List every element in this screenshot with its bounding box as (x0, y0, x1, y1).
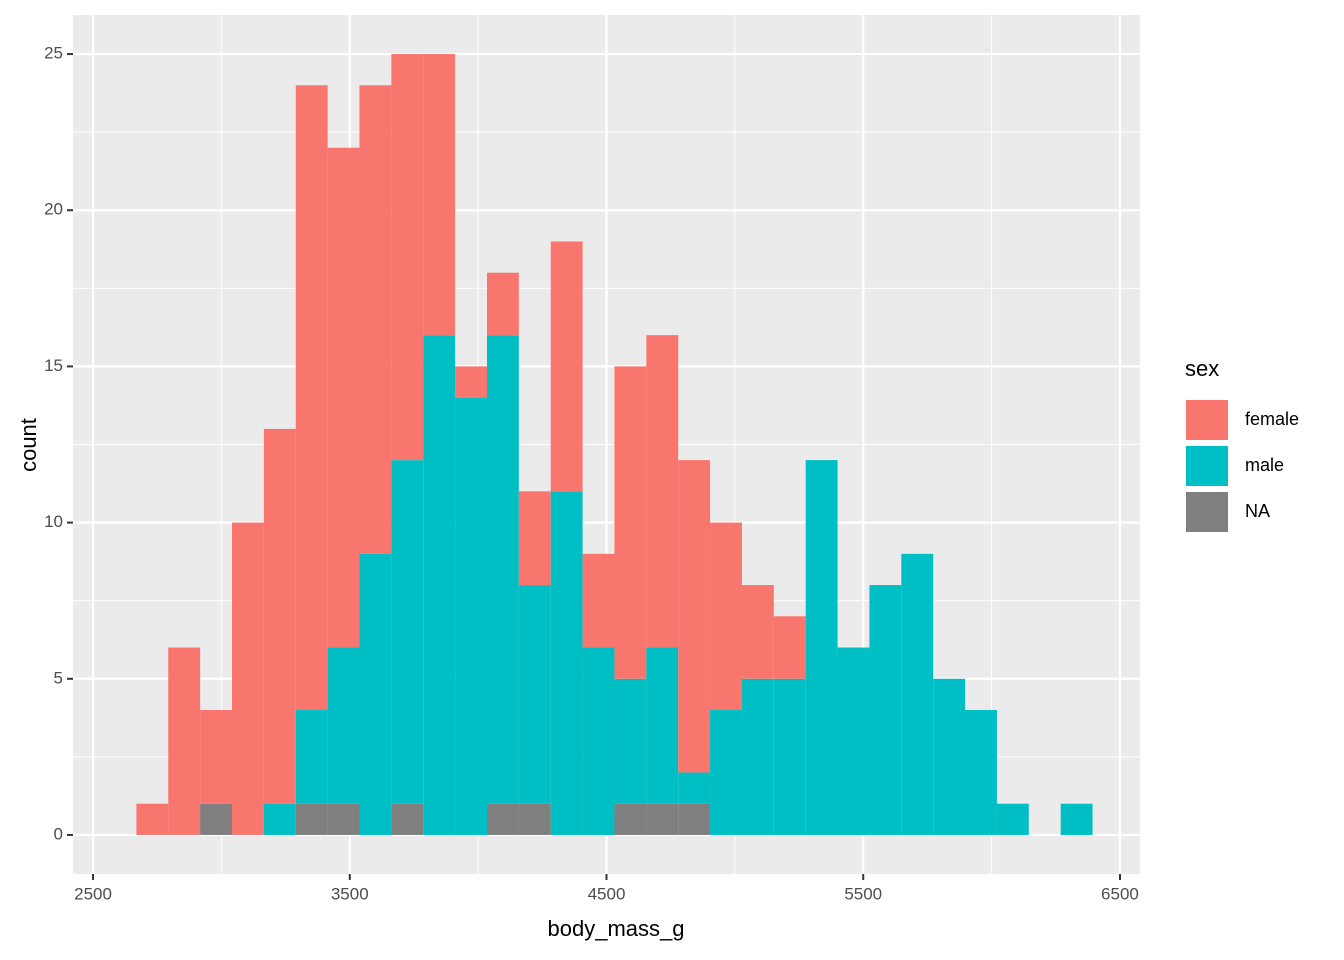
bar (550, 241, 583, 492)
bar (359, 85, 392, 554)
bar (327, 803, 360, 835)
bar (965, 710, 997, 835)
bar (359, 553, 392, 835)
bar (550, 491, 583, 835)
legend-key (1186, 492, 1228, 532)
x-tick-label: 2500 (74, 884, 112, 903)
bar (295, 710, 328, 804)
x-tick-label: 4500 (588, 884, 626, 903)
bar (996, 803, 1029, 835)
bar (263, 803, 296, 835)
bar (614, 803, 647, 835)
bar (710, 522, 742, 711)
bar (678, 460, 711, 773)
legend-key (1186, 400, 1228, 440)
y-tick-label: 15 (44, 356, 63, 375)
bar (455, 366, 487, 398)
bar (518, 803, 551, 835)
bar (455, 397, 487, 835)
bar (869, 585, 902, 835)
x-tick-label: 6500 (1101, 884, 1139, 903)
bar (391, 803, 424, 835)
bar (295, 85, 328, 711)
bar (678, 803, 711, 835)
y-tick-label: 0 (54, 824, 63, 843)
bar (741, 585, 774, 679)
bar (710, 710, 742, 835)
bar (805, 460, 838, 835)
y-tick-label: 5 (54, 668, 63, 687)
bar (1060, 803, 1093, 835)
legend-label: male (1245, 455, 1284, 475)
bar (582, 553, 615, 648)
bar (391, 54, 424, 461)
legend-key (1186, 446, 1228, 486)
bar (646, 335, 679, 648)
x-axis-label: body_mass_g (548, 916, 685, 941)
bar (933, 678, 966, 835)
bar (327, 647, 360, 804)
bar (486, 272, 519, 336)
bar (486, 803, 519, 835)
bar (678, 772, 711, 804)
bar (614, 678, 647, 804)
x-tick-label: 5500 (844, 884, 882, 903)
x-tick-label: 3500 (331, 884, 369, 903)
bar (423, 54, 456, 336)
bar (423, 335, 456, 835)
bar (295, 803, 328, 835)
y-tick-label: 10 (44, 512, 63, 531)
bar (391, 460, 424, 804)
y-axis-label: count (16, 418, 41, 472)
bar (168, 647, 201, 835)
bar (518, 585, 551, 804)
bar (646, 647, 679, 804)
bar (263, 428, 296, 804)
bar (232, 522, 264, 835)
bar (773, 678, 806, 835)
bar (200, 803, 233, 835)
legend-label: NA (1245, 501, 1270, 521)
bar (773, 616, 806, 679)
bar (614, 366, 647, 679)
bar (582, 647, 615, 835)
y-tick-label: 20 (44, 200, 63, 219)
bar (200, 710, 233, 804)
bar (646, 803, 679, 835)
legend-label: female (1245, 409, 1299, 429)
bar (518, 491, 551, 586)
bar (486, 335, 519, 804)
bar (327, 147, 360, 648)
bar (741, 678, 774, 835)
y-tick-label: 25 (44, 44, 63, 63)
legend-title: sex (1185, 356, 1219, 381)
bar (136, 803, 169, 835)
bar (837, 647, 870, 835)
bar (901, 553, 934, 835)
